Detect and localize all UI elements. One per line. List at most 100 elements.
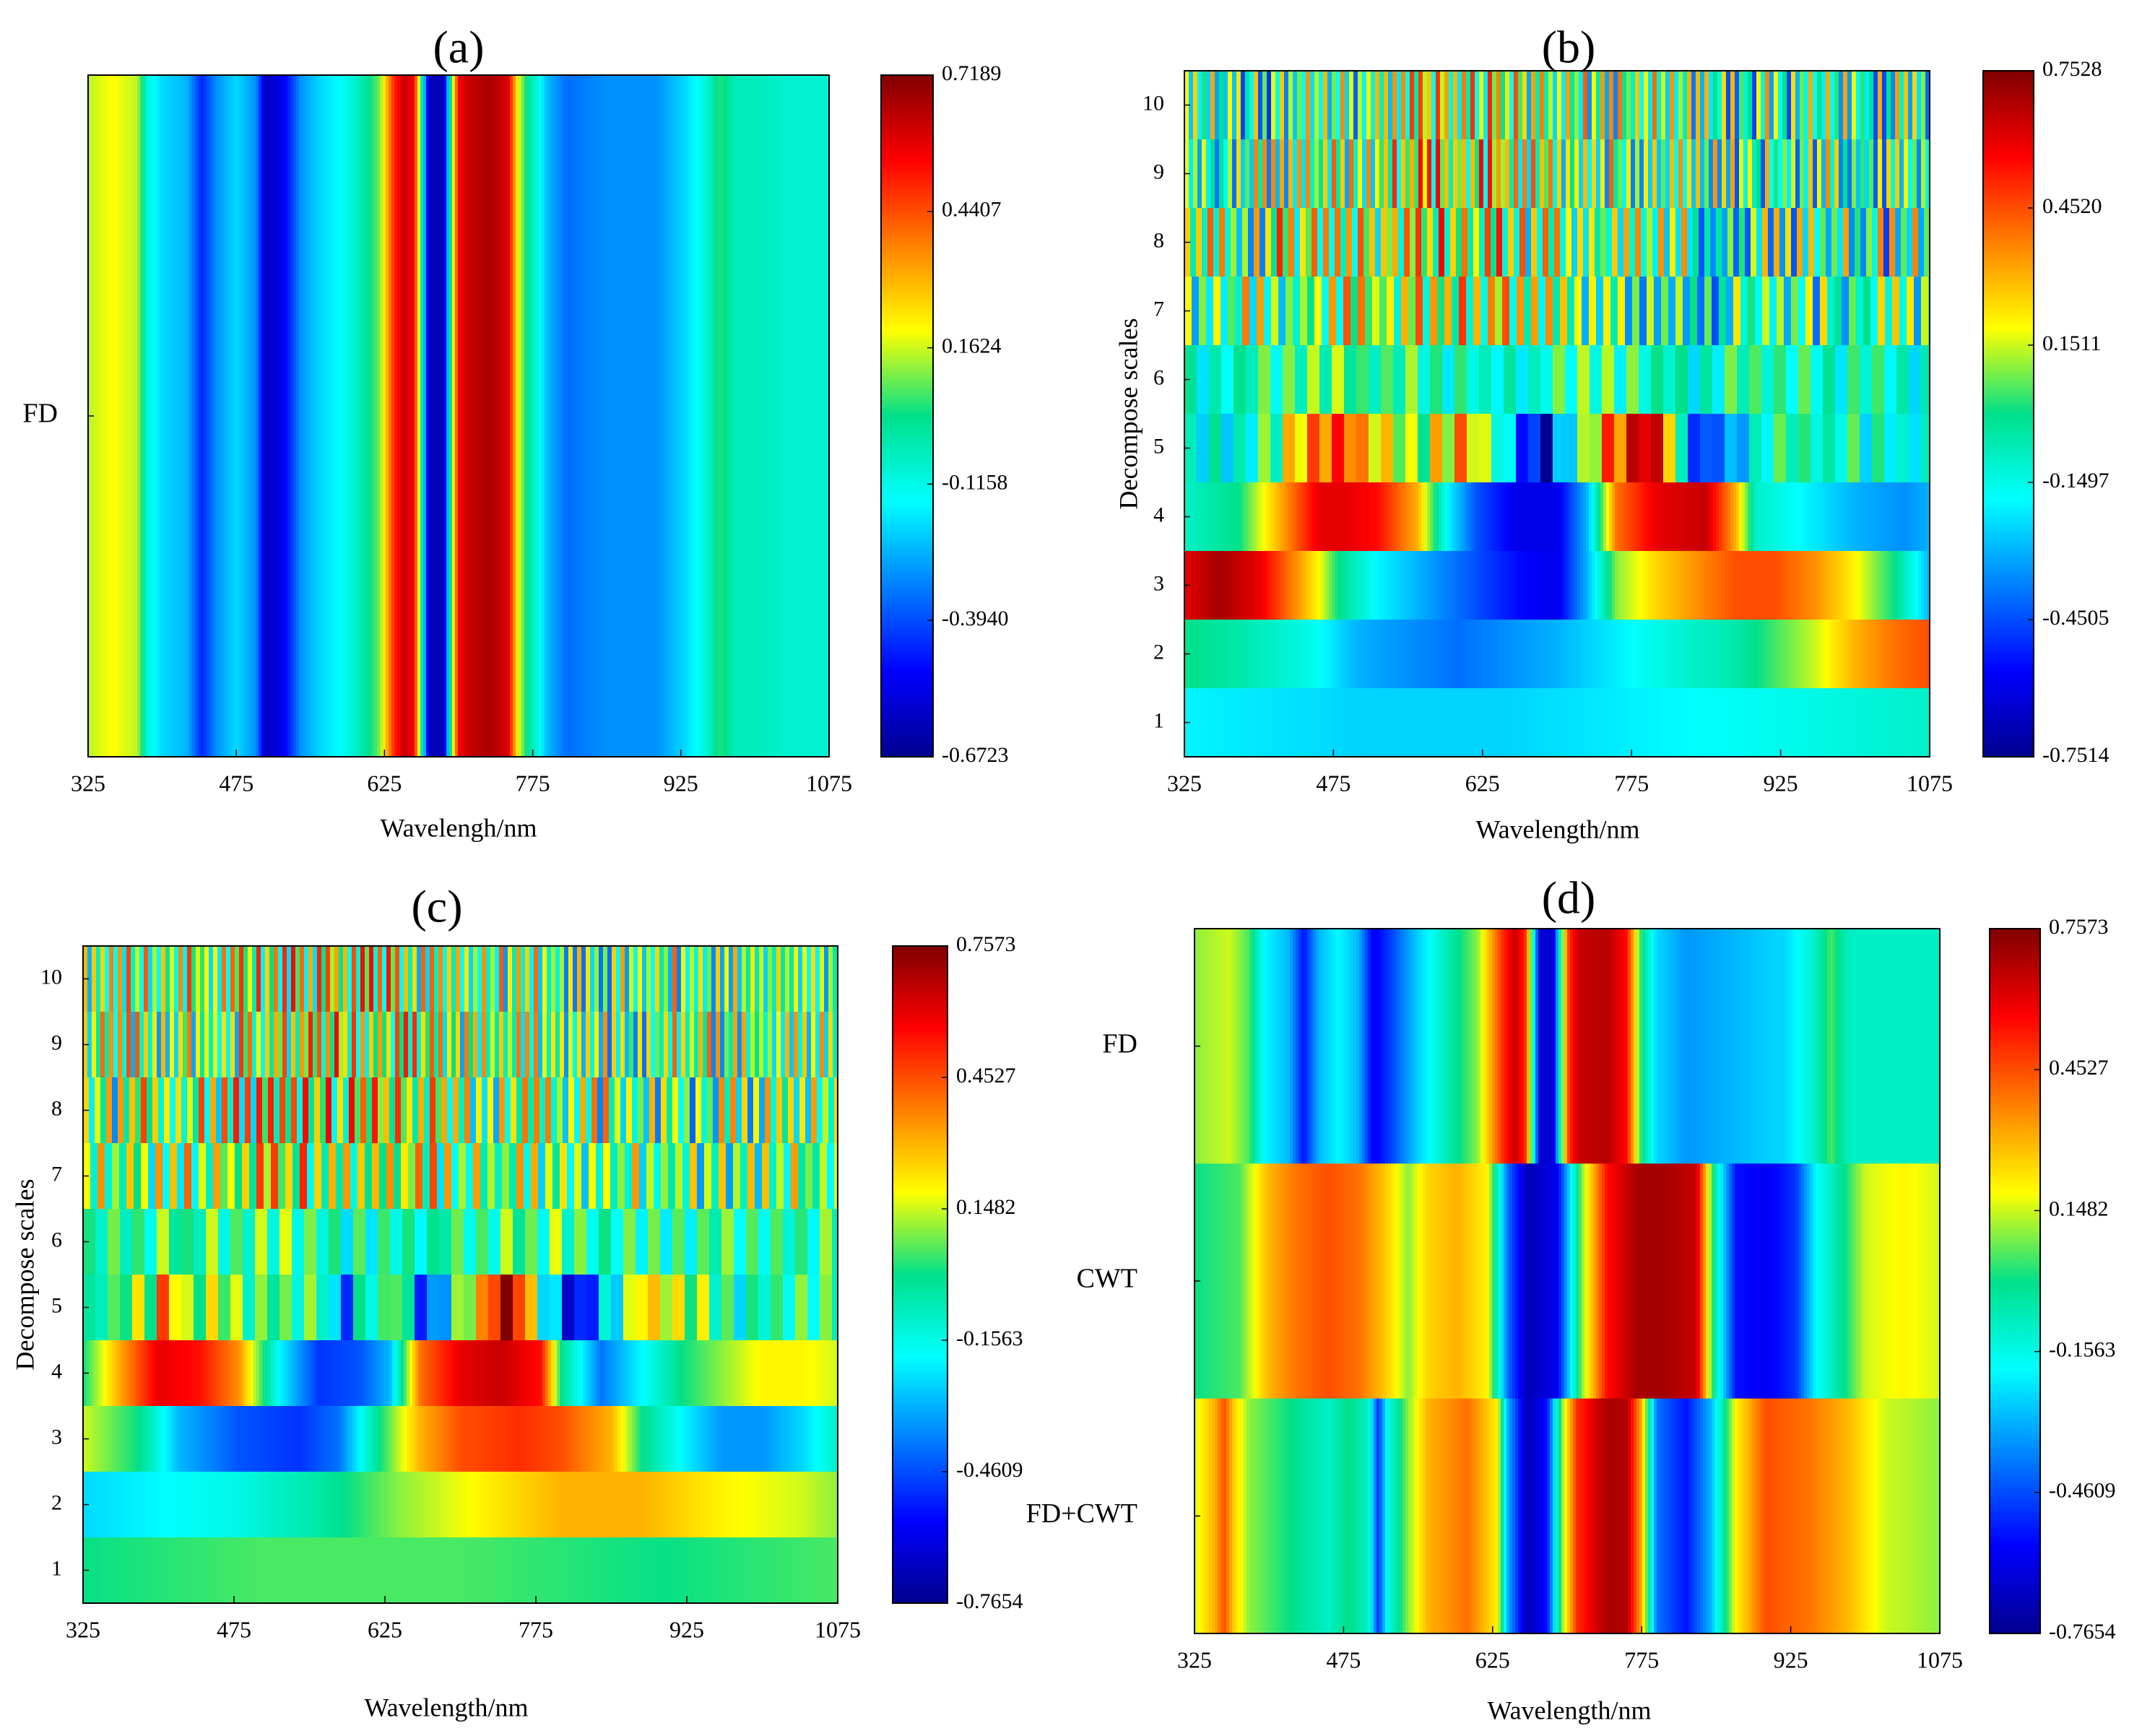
heatmap-cell (555, 1012, 560, 1078)
heatmap-cell (776, 1340, 780, 1407)
heatmap-cell (1684, 482, 1688, 552)
heatmap-cell (1479, 620, 1483, 689)
heatmap-cell (1673, 620, 1676, 689)
x-axis-label: Wavelength/nm (1475, 815, 1639, 843)
heatmap-cell (652, 1472, 656, 1538)
heatmap-cell (1221, 345, 1234, 415)
heatmap-cell (415, 1537, 419, 1604)
heatmap-cell (1322, 277, 1330, 346)
heatmap-cell (1415, 620, 1419, 689)
heatmap-cell (727, 1472, 731, 1538)
heatmap-cell (1615, 482, 1618, 552)
heatmap-cell (716, 946, 721, 1012)
heatmap-cell (589, 1340, 592, 1407)
heatmap-cell (1663, 345, 1676, 415)
heatmap-cell (791, 1143, 799, 1210)
heatmap-cell (1336, 139, 1341, 209)
heatmap-cell (1352, 208, 1358, 277)
heatmap-cell (291, 1340, 295, 1407)
heatmap-cell (1465, 688, 1468, 758)
row-label-9: 9 (1153, 160, 1164, 183)
heatmap-cell (1313, 1398, 1317, 1634)
heatmap-cell (1366, 139, 1371, 209)
heatmap-cell (216, 1340, 220, 1407)
heatmap-cell (1626, 71, 1631, 140)
heatmap-cell (1755, 929, 1759, 1164)
heatmap-cell (1700, 414, 1713, 483)
heatmap-cell (1583, 139, 1588, 209)
heatmap-cell (568, 1406, 572, 1472)
heatmap-cell (703, 946, 708, 1012)
heatmap-cell (724, 75, 727, 758)
heatmap-cell (1501, 1398, 1504, 1634)
heatmap-cell (1485, 482, 1488, 552)
heatmap-cell (1415, 208, 1422, 277)
heatmap-cell (1402, 1398, 1406, 1634)
heatmap-cell (1553, 929, 1556, 1164)
heatmap-cell (1557, 551, 1561, 620)
heatmap-cell (1441, 620, 1445, 689)
heatmap-cell (808, 1472, 812, 1538)
heatmap-cell (626, 1077, 633, 1144)
heatmap-cell (794, 1537, 797, 1604)
heatmap-cell (1326, 688, 1330, 758)
heatmap-cell (1583, 208, 1590, 277)
heatmap-cell (1872, 414, 1885, 483)
heatmap-cell (1462, 688, 1465, 758)
heatmap-cell (753, 1406, 757, 1472)
heatmap-cell (213, 1537, 217, 1604)
heatmap-cell (155, 75, 158, 758)
heatmap-cell (1662, 1398, 1666, 1634)
heatmap-cell (1434, 929, 1438, 1164)
heatmap-cell (1638, 482, 1642, 552)
heatmap-cell (1557, 688, 1561, 758)
heatmap-cell (326, 1406, 329, 1472)
heatmap-cell (1625, 277, 1633, 346)
heatmap-cell (629, 1340, 633, 1407)
heatmap-cell (1813, 71, 1818, 140)
heatmap-cell (1551, 551, 1555, 620)
heatmap-cell (1381, 482, 1384, 552)
heatmap-cell (1413, 688, 1416, 758)
heatmap-cell (779, 75, 782, 758)
heatmap-cell (710, 1406, 714, 1472)
heatmap-cell (1884, 414, 1897, 483)
heatmap-cell (690, 946, 695, 1012)
heatmap-cell (1462, 208, 1468, 277)
heatmap-cell (1424, 688, 1428, 758)
heatmap-cell (563, 1340, 566, 1407)
heatmap-cell (417, 75, 421, 758)
heatmap-cell (1389, 620, 1393, 689)
heatmap-cell (479, 1537, 482, 1604)
heatmap-cell (1687, 71, 1692, 140)
heatmap-cell (1261, 929, 1265, 1164)
heatmap-cell (1636, 1163, 1640, 1399)
heatmap-cell (1609, 139, 1614, 209)
heatmap-cell (1327, 71, 1332, 140)
heatmap-cell (1203, 929, 1207, 1164)
heatmap-cell (1883, 620, 1887, 689)
heatmap-cell (1694, 929, 1698, 1164)
heatmap-cell (343, 1077, 350, 1144)
heatmap-cell (1628, 929, 1631, 1164)
heatmap-cell (1350, 1163, 1354, 1399)
heatmap-cell (767, 75, 771, 758)
heatmap-cell (1300, 208, 1306, 277)
heatmap-cell (1795, 1163, 1799, 1399)
heatmap-cell (729, 75, 733, 758)
heatmap-cell (1297, 688, 1301, 758)
heatmap-cell (825, 1472, 829, 1538)
heatmap-cell (270, 75, 274, 758)
heatmap-cell (1421, 688, 1425, 758)
heatmap-cell (669, 1537, 673, 1604)
heatmap-cell (810, 75, 814, 758)
heatmap-cell (693, 1472, 696, 1538)
heatmap-cell (658, 1340, 662, 1407)
heatmap-cell (1729, 1163, 1733, 1399)
heatmap-cell (1687, 620, 1691, 689)
heatmap-cell (1600, 139, 1605, 209)
heatmap-cell (1583, 482, 1587, 552)
heatmap-cell (337, 1472, 341, 1538)
heatmap-cell (255, 1209, 268, 1275)
heatmap-cell (148, 1012, 153, 1078)
